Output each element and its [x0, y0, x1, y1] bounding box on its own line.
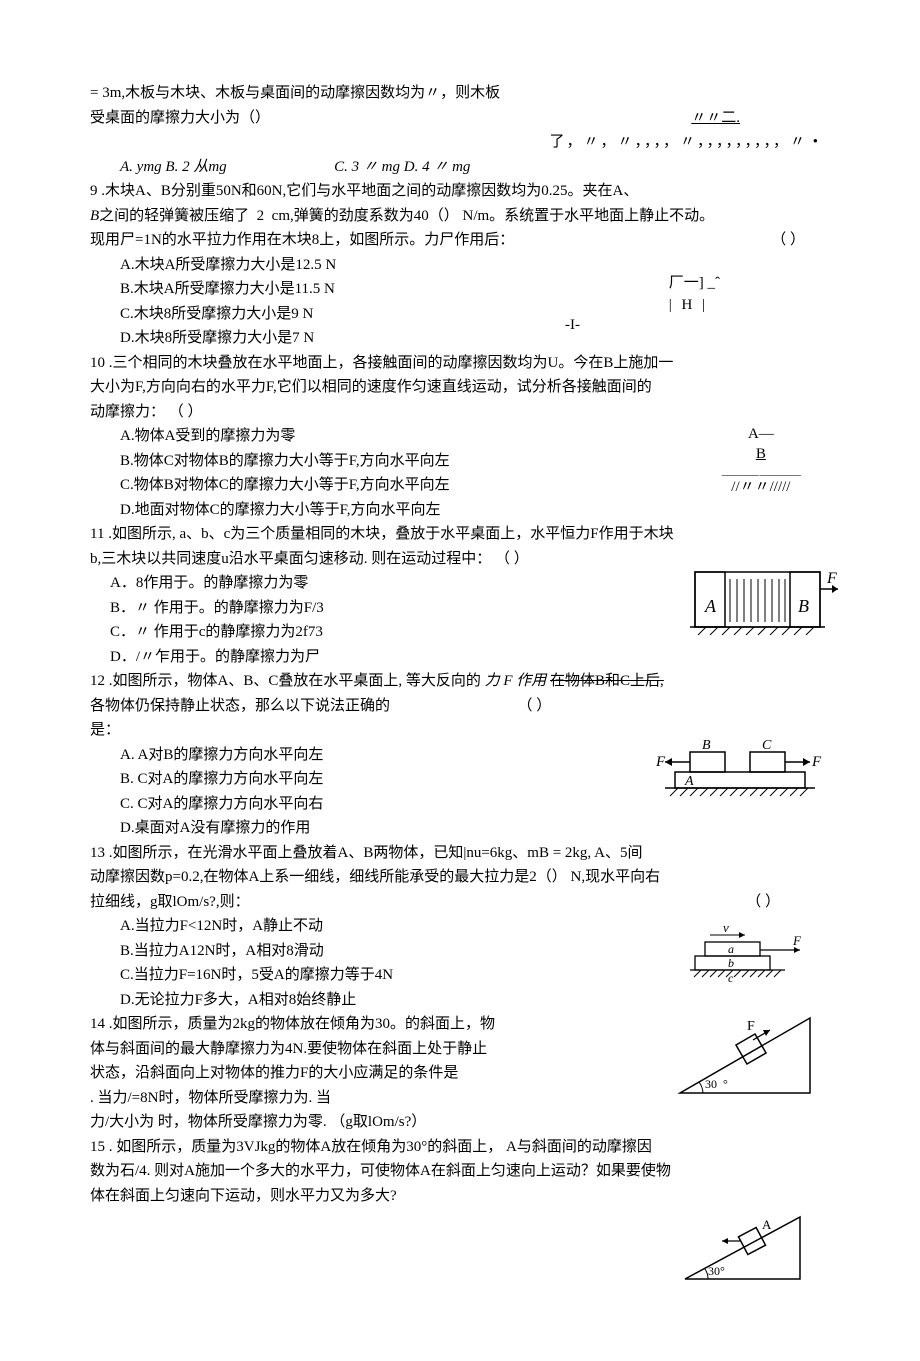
q13-diagram: v a b c F [690, 930, 820, 998]
q10-b: B.物体C对物体B的摩擦力大小等于F,方向水平向左 [90, 450, 830, 473]
q10-p1: 10 .三个相同的木块叠放在水平地面上，各接触面间的动摩擦因数均为U。今在B上施… [90, 352, 830, 375]
q15-p1: 15 . 如图所示，质量为3VJkg的物体A放在倾角为30°的斜面上， A与斜面… [90, 1136, 830, 1159]
q8-text1: = 3m,木板与木块、木板与桌面间的动摩擦因数均为〃，则木板 [90, 82, 830, 105]
q10-a: A.物体A受到的摩擦力为零 [90, 425, 830, 448]
q9: 9 .木块A、B分别重50N和60N,它们与水平地面之间的动摩擦因数均为0.25… [90, 180, 830, 350]
q14: 14 .如图所示，质量为2kg的物体放在倾角为30。的斜面上，物 体与斜面间的最… [90, 1013, 830, 1134]
q15: 15 . 如图所示，质量为3VJkg的物体A放在倾角为30°的斜面上， A与斜面… [90, 1136, 830, 1297]
q15-p2: 数为石/4. 则对A施加一个多大的水平力，可使物体A在斜面上匀速向上运动？如果要… [90, 1160, 830, 1183]
q8-opts2: C. 3 〃 mg D. 4 〃 mg [334, 159, 470, 175]
q11-labelA: A [704, 596, 717, 616]
q12-p1-row: 12 .如图所示，物体A、B、C叠放在水平桌面上, 等大反向的 力 F 作用 在… [90, 670, 830, 693]
q13-p3-row: 拉细线，g取lOm/s?,则： （ ） [90, 891, 830, 914]
svg-text:a: a [728, 942, 734, 956]
q13: 13 .如图所示，在光滑水平面上叠放着A、B两物体，已知|nu=6kg、mB =… [90, 842, 830, 1012]
svg-text:v: v [723, 920, 729, 935]
q13-p1: 13 .如图所示，在光滑水平面上叠放着A、B两物体，已知|nu=6kg、mB =… [90, 842, 830, 865]
q13-p2: 动摩擦因数p=0.2,在物体A上系一细线，细线所能承受的最大拉力是2（） N,现… [90, 866, 830, 889]
q11-labelF: F [826, 570, 837, 587]
q12-p3: 是： [90, 719, 830, 742]
q9-diag3: -I- [565, 314, 580, 337]
q8-deco2: 了，〃，〃，，，，〃，，，，，，，，，〃 • [90, 131, 830, 154]
q11: 11 .如图所示, a、b、c为三个质量相同的木块，叠放于水平桌面上，水平恒力F… [90, 523, 830, 668]
q9-p3-row: 现用尸=1N的水平拉力作用在木块8上，如图所示。力尸作用后： （ ） [90, 229, 830, 252]
svg-text:A: A [684, 774, 694, 789]
q12: 12 .如图所示，物体A、B、C叠放在水平桌面上, 等大反向的 力 F 作用 在… [90, 670, 830, 840]
q9-paren: （ ） [771, 229, 805, 252]
svg-text:A: A [762, 1217, 772, 1232]
svg-text:F: F [792, 933, 802, 948]
q8: = 3m,木板与木块、木板与桌面间的动摩擦因数均为〃，则木板 受桌面的摩擦力大小… [90, 82, 830, 178]
q11-diagram: A B F [690, 567, 840, 650]
q14-diagram: F 30 ° [675, 1008, 820, 1111]
q15-diagram: A 30° [680, 1209, 810, 1297]
q12-p2-row: 各物体仍保持静止状态，那么以下说法正确的 （ ） [90, 695, 830, 718]
q9-p1: 9 .木块A、B分别重50N和60N,它们与水平地面之间的动摩擦因数均为0.25… [90, 180, 830, 203]
q9-p2: BB之间的轻弹簧被压缩了 2 cm,弹簧的劲度系数为40（） N/m。系统置于水… [90, 205, 830, 228]
svg-text:F: F [655, 754, 666, 770]
svg-text:b: b [728, 956, 734, 970]
q10-c: C.物体B对物体C的摩擦力大小等于F,方向水平向左 [90, 474, 830, 497]
svg-text:B: B [702, 738, 711, 753]
q8-text2: 受桌面的摩擦力大小为（） 〃〃二. [90, 107, 830, 130]
q11-labelB: B [798, 596, 809, 616]
q12-d: D.桌面对A没有摩擦力的作用 [90, 817, 830, 840]
q10-p2: 大小为F,方向向右的水平力F,它们以相同的速度作匀速直线运动，试分析各接触面间的 [90, 376, 830, 399]
svg-text:30 °: 30 ° [705, 1077, 728, 1091]
svg-text:30°: 30° [708, 1264, 725, 1278]
q8-deco1: 〃〃二. [691, 107, 740, 130]
q15-p3: 体在斜面上匀速向下运动，则水平力又为多大? [90, 1185, 830, 1208]
q10-p3: 动摩擦力： （ ） [90, 401, 830, 424]
q12-diagram: F B C F A [650, 744, 830, 812]
q11-p1: 11 .如图所示, a、b、c为三个质量相同的木块，叠放于水平桌面上，水平恒力F… [90, 523, 830, 546]
q10-diagram: A— B ________ _________ //〃〃///// [722, 425, 800, 498]
q9-diagram: 厂一] _ˆ | H | [669, 272, 720, 317]
q10: 10 .三个相同的木块叠放在水平地面上，各接触面间的动摩擦因数均为U。今在B上施… [90, 352, 830, 522]
q10-d: D.地面对物体C的摩擦力大小等于F,方向水平向左 [90, 499, 830, 522]
svg-text:C: C [762, 738, 772, 753]
q9-p3: 现用尸=1N的水平拉力作用在木块8上，如图所示。力尸作用后： [90, 232, 514, 248]
svg-text:F: F [811, 754, 822, 770]
q9-d: D.木块8所受摩擦力大小是7 N [90, 327, 830, 350]
svg-text:c: c [728, 971, 734, 985]
svg-text:F: F [747, 1019, 755, 1034]
q8-opts: A. ymg B. 2 从mg [90, 159, 227, 175]
q8-opts-row: A. ymg B. 2 从mg C. 3 〃 mg D. 4 〃 mg [90, 156, 830, 179]
q14-p5: 力/大小为 时，物体所受摩擦力为零. （g取lOm/s?） [90, 1111, 830, 1134]
